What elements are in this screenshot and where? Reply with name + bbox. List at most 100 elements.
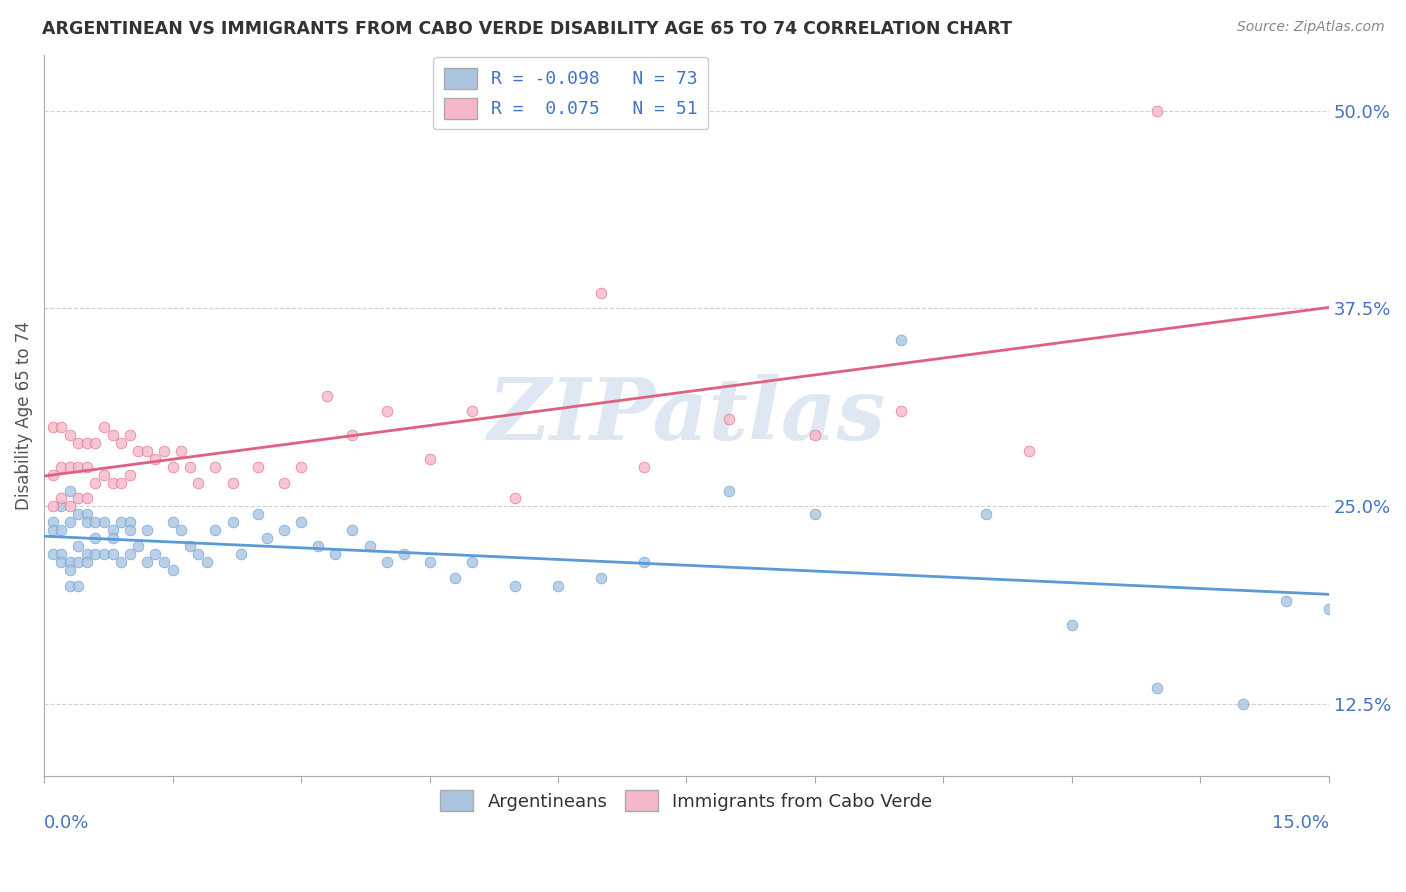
Point [84, 475, 107, 490]
Point [67, 491, 90, 506]
Point [135, 523, 157, 537]
Point [59, 578, 82, 592]
Point [162, 459, 184, 474]
Point [153, 444, 176, 458]
Point [76, 555, 98, 569]
Point [101, 428, 124, 442]
Legend: Argentineans, Immigrants from Cabo Verde: Argentineans, Immigrants from Cabo Verde [433, 783, 939, 818]
Point [179, 459, 201, 474]
Point [589, 285, 612, 300]
Point [162, 563, 184, 577]
Point [418, 451, 440, 466]
Point [101, 475, 124, 490]
Point [76, 547, 98, 561]
Point [84, 531, 107, 545]
Point [375, 404, 398, 418]
Point [51, 547, 73, 561]
Point [51, 459, 73, 474]
Point [187, 547, 209, 561]
Text: ARGENTINEAN VS IMMIGRANTS FROM CABO VERDE DISABILITY AGE 65 TO 74 CORRELATION CH: ARGENTINEAN VS IMMIGRANTS FROM CABO VERD… [42, 20, 1012, 37]
Point [145, 451, 167, 466]
Point [256, 531, 278, 545]
Point [247, 459, 270, 474]
Point [59, 563, 82, 577]
Point [110, 555, 132, 569]
Point [444, 571, 467, 585]
Point [41, 500, 63, 514]
Point [273, 475, 295, 490]
Point [418, 555, 440, 569]
Point [633, 555, 655, 569]
Point [135, 555, 157, 569]
Point [974, 508, 997, 522]
Point [76, 508, 98, 522]
Point [204, 523, 226, 537]
Point [93, 515, 115, 529]
Point [51, 500, 73, 514]
Point [59, 555, 82, 569]
Point [41, 420, 63, 434]
Point [221, 515, 243, 529]
Point [101, 547, 124, 561]
Point [153, 555, 176, 569]
Point [51, 491, 73, 506]
Point [342, 523, 364, 537]
Point [135, 444, 157, 458]
Point [118, 547, 141, 561]
Point [145, 547, 167, 561]
Text: Source: ZipAtlas.com: Source: ZipAtlas.com [1237, 20, 1385, 34]
Point [273, 523, 295, 537]
Point [179, 539, 201, 553]
Point [84, 547, 107, 561]
Point [1232, 698, 1254, 712]
Point [315, 388, 337, 402]
Point [195, 555, 218, 569]
Point [118, 428, 141, 442]
Point [67, 555, 90, 569]
Point [59, 459, 82, 474]
Point [93, 420, 115, 434]
Point [718, 412, 741, 426]
Point [67, 578, 90, 592]
Point [41, 515, 63, 529]
Point [76, 436, 98, 450]
Point [290, 515, 312, 529]
Point [1060, 618, 1083, 632]
Point [247, 508, 270, 522]
Point [127, 444, 149, 458]
Point [67, 436, 90, 450]
Point [76, 491, 98, 506]
Point [461, 555, 484, 569]
Point [359, 539, 381, 553]
Point [93, 467, 115, 482]
Point [890, 404, 912, 418]
Point [1275, 594, 1298, 608]
Point [890, 333, 912, 347]
Point [110, 515, 132, 529]
Point [170, 444, 193, 458]
Point [170, 523, 193, 537]
Point [84, 436, 107, 450]
Point [67, 459, 90, 474]
Point [127, 539, 149, 553]
Point [307, 539, 329, 553]
Point [118, 523, 141, 537]
Point [76, 459, 98, 474]
Point [1018, 444, 1040, 458]
Point [718, 483, 741, 498]
Point [375, 555, 398, 569]
Point [1146, 103, 1168, 118]
Point [59, 483, 82, 498]
Point [589, 571, 612, 585]
Point [101, 523, 124, 537]
Point [101, 531, 124, 545]
Point [76, 515, 98, 529]
Point [67, 539, 90, 553]
Point [118, 467, 141, 482]
Text: 15.0%: 15.0% [1272, 814, 1329, 832]
Point [503, 578, 526, 592]
Point [229, 547, 252, 561]
Point [1317, 602, 1340, 616]
Point [67, 508, 90, 522]
Point [162, 515, 184, 529]
